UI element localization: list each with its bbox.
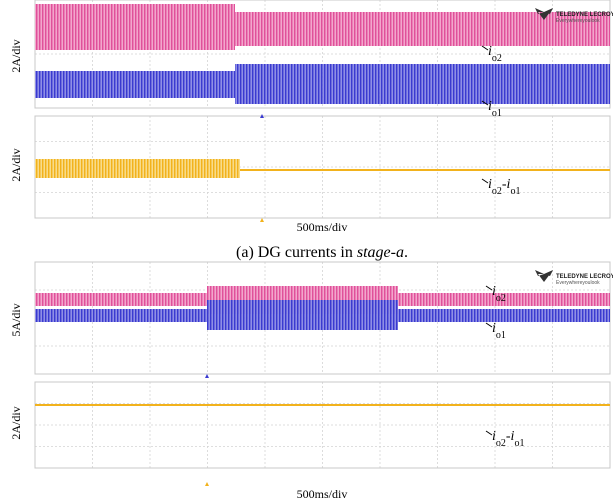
y-scale-label: 2A/div: [9, 406, 23, 439]
trace-label-part: -i: [502, 177, 511, 192]
trace-band: [35, 4, 235, 50]
scope-screen: [35, 0, 610, 218]
trigger-marker: [205, 374, 209, 378]
tagline: Everywhereyoulook: [556, 280, 600, 286]
caption-part: .: [404, 244, 408, 261]
y-scale-label: 2A/div: [9, 39, 23, 72]
tagline: Everywhereyoulook: [556, 18, 600, 24]
trace-label-part: o1: [492, 108, 502, 119]
figure: 2A/div2A/div500ms/divTELEDYNE LECROYEver…: [0, 0, 613, 504]
trace-label-part: o1: [496, 330, 506, 341]
trace-label: io1: [492, 321, 506, 341]
brand-logo: [535, 270, 553, 282]
trace-label-part: o2: [496, 438, 506, 449]
caption: (a) DG currents in stage-a.: [236, 244, 408, 261]
x-scale-label: 500ms/div: [297, 220, 348, 234]
caption-part: stage-a: [357, 244, 404, 261]
trace-band: [35, 293, 207, 306]
trace-label-part: o2: [496, 293, 506, 304]
trace-band: [235, 12, 610, 46]
y-scale-label: 5A/div: [9, 303, 23, 336]
trace-band: [207, 300, 398, 330]
trace-label: io2: [488, 44, 502, 64]
trace-band: [35, 71, 235, 98]
caption-part: (a) DG currents in: [236, 244, 357, 261]
trace-band: [235, 64, 610, 104]
trace-band: [35, 159, 240, 178]
trace-band: [35, 309, 207, 322]
trace-label-part: o2: [492, 186, 502, 197]
trace-label: io2-io1: [492, 429, 524, 449]
trigger-marker: [260, 218, 264, 222]
trace-label-part: -i: [506, 429, 515, 444]
x-scale-label: 500ms/div: [297, 487, 348, 501]
y-scale-label: 2A/div: [9, 148, 23, 181]
trigger-marker: [205, 482, 209, 486]
trace-label-part: o1: [510, 186, 520, 197]
trace-label-part: o2: [492, 53, 502, 64]
trace-label-part: o1: [514, 438, 524, 449]
trace-band: [398, 309, 610, 322]
trace-label: io2-io1: [488, 177, 520, 197]
